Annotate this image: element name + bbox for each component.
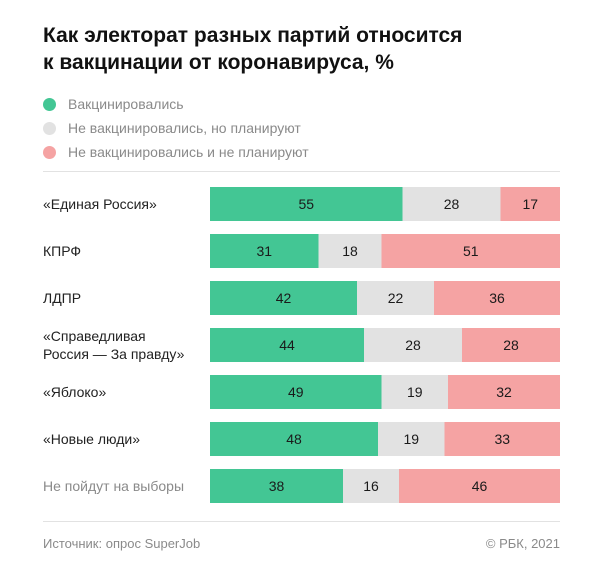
data-label-vaccinated: 55 [298, 196, 314, 212]
bar-segment-vaccinated [210, 469, 343, 503]
chart-title: Как электорат разных партий относится к … [43, 22, 563, 76]
legend-swatch-planning [43, 121, 56, 135]
legend-label-not-planning: Не вакцинировались и не планируют [68, 144, 309, 160]
category-label: «Новые люди» [43, 419, 208, 459]
data-label-vaccinated: 38 [269, 478, 285, 494]
bar-segment-planning [381, 375, 448, 409]
bar-segment-planning [357, 281, 434, 315]
data-label-not-planning: 32 [496, 384, 512, 400]
legend-item-planning: Не вакцинировались, но планируют [43, 118, 301, 138]
data-label-planning: 28 [405, 337, 421, 353]
category-label-text: «Справедливая Россия — За правду» [43, 328, 185, 362]
bar-segment-planning [378, 422, 445, 456]
chart-title-line-1: Как электорат разных партий относится [43, 24, 463, 47]
category-label-text: «Единая Россия» [43, 196, 157, 212]
legend-item-not-planning: Не вакцинировались и не планируют [43, 142, 309, 162]
data-label-planning: 28 [444, 196, 460, 212]
data-label-not-planning: 46 [472, 478, 488, 494]
category-label-text: «Новые люди» [43, 431, 140, 447]
data-label-planning: 19 [407, 384, 423, 400]
data-label-vaccinated: 49 [288, 384, 304, 400]
data-label-not-planning: 36 [489, 290, 505, 306]
data-label-vaccinated: 42 [276, 290, 292, 306]
bar-segment-vaccinated [210, 328, 364, 362]
data-label-not-planning: 33 [494, 431, 510, 447]
category-label-text: КПРФ [43, 243, 82, 259]
bar-segment-planning [318, 234, 382, 268]
bar-segment-not-planning [462, 328, 560, 362]
bar-segment-vaccinated [210, 281, 357, 315]
bottom-divider [43, 521, 560, 522]
category-label: «Яблоко» [43, 372, 208, 412]
legend-label-vaccinated: Вакцинировались [68, 96, 184, 112]
bar-segment-not-planning [381, 234, 560, 268]
category-label: КПРФ [43, 231, 208, 271]
bar-segment-not-planning [444, 422, 560, 456]
legend-label-planning: Не вакцинировались, но планируют [68, 120, 301, 136]
legend-swatch-not-planning [43, 145, 56, 159]
bar-segment-vaccinated [210, 234, 319, 268]
data-label-not-planning: 51 [463, 243, 479, 259]
bar-segment-vaccinated [210, 375, 382, 409]
bar-segment-not-planning [399, 469, 560, 503]
category-label: Не пойдут на выборы [43, 466, 208, 506]
legend-item-vaccinated: Вакцинировались [43, 94, 184, 114]
bar-segment-planning [343, 469, 399, 503]
data-label-planning: 19 [403, 431, 419, 447]
bar-segment-not-planning [500, 187, 560, 221]
top-divider [43, 171, 560, 172]
category-label: «Единая Россия» [43, 184, 208, 224]
category-label: ЛДПР [43, 278, 208, 318]
bar-segment-planning [364, 328, 462, 362]
bar-segment-not-planning [448, 375, 560, 409]
bar-segment-not-planning [434, 281, 560, 315]
data-label-not-planning: 28 [503, 337, 519, 353]
category-label-text: ЛДПР [43, 290, 82, 306]
bar-segment-vaccinated [210, 187, 403, 221]
data-label-vaccinated: 31 [256, 243, 272, 259]
category-label-text: «Яблоко» [43, 384, 107, 400]
data-label-planning: 22 [388, 290, 404, 306]
data-label-planning: 18 [342, 243, 358, 259]
chart-title-line-2: к вакцинации от коронавируса, % [43, 51, 394, 74]
category-label: «Справедливая Россия — За правду» [43, 325, 208, 365]
copyright-note: © РБК, 2021 [485, 536, 560, 551]
data-label-vaccinated: 44 [279, 337, 295, 353]
category-label-text: Не пойдут на выборы [43, 478, 185, 494]
data-label-planning: 16 [363, 478, 379, 494]
legend-swatch-vaccinated [43, 97, 56, 111]
source-note: Источник: опрос SuperJob [43, 536, 201, 551]
bar-segment-vaccinated [210, 422, 378, 456]
data-label-vaccinated: 48 [286, 431, 302, 447]
bar-segment-planning [402, 187, 501, 221]
data-label-not-planning: 17 [522, 196, 538, 212]
